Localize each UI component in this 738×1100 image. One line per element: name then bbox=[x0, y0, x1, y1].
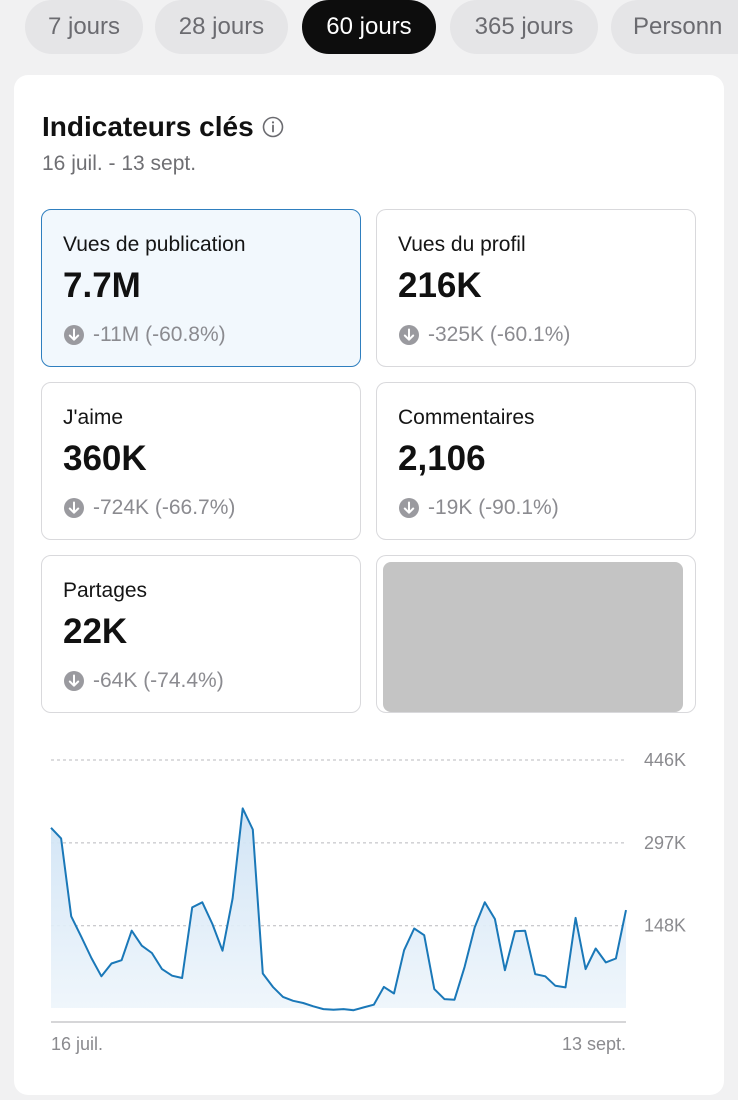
metric-card-comments[interactable]: Commentaires 2,106 -19K (-90.1%) bbox=[376, 382, 696, 540]
redacted-block bbox=[383, 562, 683, 712]
tab-personnalise[interactable]: Personn bbox=[611, 0, 738, 54]
date-range: 16 juil. - 13 sept. bbox=[42, 152, 197, 175]
metric-change: -19K (-90.1%) bbox=[398, 496, 559, 520]
metric-card-post-views[interactable]: Vues de publication 7.7M -11M (-60.8%) bbox=[41, 209, 361, 367]
metric-value: 360K bbox=[63, 439, 147, 478]
y-tick-label: 446K bbox=[644, 750, 686, 770]
metric-label: Vues de publication bbox=[63, 233, 246, 256]
tab-7-jours[interactable]: 7 jours bbox=[25, 0, 143, 54]
x-tick-label: 13 sept. bbox=[562, 1034, 626, 1054]
metric-card-profile-views[interactable]: Vues du profil 216K -325K (-60.1%) bbox=[376, 209, 696, 367]
key-metrics-card: Indicateurs clés 16 juil. - 13 sept. Vue… bbox=[14, 75, 724, 1095]
metric-value: 216K bbox=[398, 266, 482, 305]
metric-change-text: -19K (-90.1%) bbox=[428, 496, 559, 519]
series-line bbox=[50, 807, 627, 1012]
arrow-down-circle-icon bbox=[64, 671, 84, 691]
metric-change-text: -11M (-60.8%) bbox=[93, 323, 226, 346]
tab-365-jours[interactable]: 365 jours bbox=[450, 0, 598, 54]
info-icon[interactable] bbox=[262, 116, 284, 138]
metric-change-text: -724K (-66.7%) bbox=[93, 496, 236, 519]
metric-value: 2,106 bbox=[398, 439, 486, 478]
section-header: Indicateurs clés bbox=[42, 111, 284, 143]
tab-28-jours[interactable]: 28 jours bbox=[155, 0, 288, 54]
metric-label: Vues du profil bbox=[398, 233, 526, 256]
metric-value: 22K bbox=[63, 612, 128, 651]
tab-60-jours[interactable]: 60 jours bbox=[302, 0, 436, 54]
metric-change-text: -64K (-74.4%) bbox=[93, 669, 224, 692]
arrow-down-circle-icon bbox=[399, 498, 419, 518]
metric-change: -11M (-60.8%) bbox=[63, 323, 226, 347]
metric-change-text: -325K (-60.1%) bbox=[428, 323, 571, 346]
period-tabs: 7 jours 28 jours 60 jours 365 jours Pers… bbox=[0, 0, 738, 54]
section-title: Indicateurs clés bbox=[42, 111, 254, 142]
metric-label: Partages bbox=[63, 579, 148, 602]
metric-label: Commentaires bbox=[398, 406, 535, 429]
y-tick-label: 148K bbox=[644, 916, 686, 936]
metric-card-redacted bbox=[376, 555, 696, 713]
series-area bbox=[51, 808, 626, 1011]
x-tick-label: 16 juil. bbox=[51, 1034, 103, 1054]
metric-card-likes[interactable]: J'aime 360K -724K (-66.7%) bbox=[41, 382, 361, 540]
metric-change: -724K (-66.7%) bbox=[63, 496, 235, 520]
metric-change: -64K (-74.4%) bbox=[63, 669, 224, 693]
arrow-down-circle-icon bbox=[64, 325, 84, 345]
views-line-chart: 446K 297K 148K 16 juil. 13 sept. bbox=[50, 750, 686, 1054]
arrow-down-circle-icon bbox=[399, 325, 419, 345]
metric-change: -325K (-60.1%) bbox=[398, 323, 570, 347]
y-tick-label: 297K bbox=[644, 833, 686, 853]
metric-value: 7.7M bbox=[63, 266, 141, 305]
metric-card-shares[interactable]: Partages 22K -64K (-74.4%) bbox=[41, 555, 361, 713]
metric-label: J'aime bbox=[63, 406, 124, 429]
arrow-down-circle-icon bbox=[64, 498, 84, 518]
